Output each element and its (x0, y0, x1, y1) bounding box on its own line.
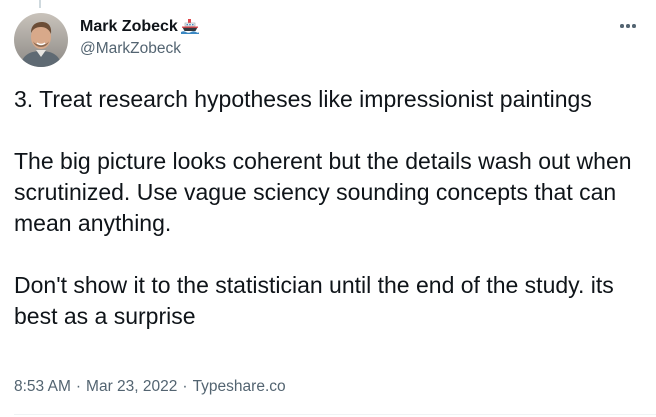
more-horizontal-icon-dot-2 (626, 24, 630, 28)
tweet-paragraph-2: The big picture looks coherent but the d… (14, 148, 632, 236)
more-horizontal-icon (620, 24, 624, 28)
tweet-source[interactable]: Typeshare.co (192, 378, 286, 395)
user-handle[interactable]: @MarkZobeck (80, 40, 182, 57)
divider (14, 414, 656, 415)
more-options-button[interactable] (614, 14, 642, 38)
tweet-paragraph-1: 3. Treat research hypotheses like impres… (14, 86, 592, 112)
tweet-text: 3. Treat research hypotheses like impres… (14, 84, 644, 332)
display-name[interactable]: Mark Zobeck (80, 18, 178, 35)
more-horizontal-icon-dot-3 (632, 24, 636, 28)
meta-separator: · (75, 378, 82, 395)
tweet-meta: 8:53 AM · Mar 23, 2022 · Typeshare.co (14, 378, 286, 396)
author-info[interactable]: Mark Zobeck @MarkZobeck (80, 16, 200, 58)
profile-photo-icon (14, 13, 68, 67)
name-row: Mark Zobeck (80, 16, 200, 38)
tweet-time[interactable]: 8:53 AM (14, 378, 71, 395)
avatar[interactable] (14, 13, 68, 67)
tweet-paragraph-3: Don't show it to the statistician until … (14, 272, 614, 329)
ship-icon (180, 17, 200, 37)
tweet-date[interactable]: Mar 23, 2022 (86, 378, 178, 395)
meta-separator-2: · (182, 378, 188, 395)
thread-connector-line (39, 0, 41, 8)
